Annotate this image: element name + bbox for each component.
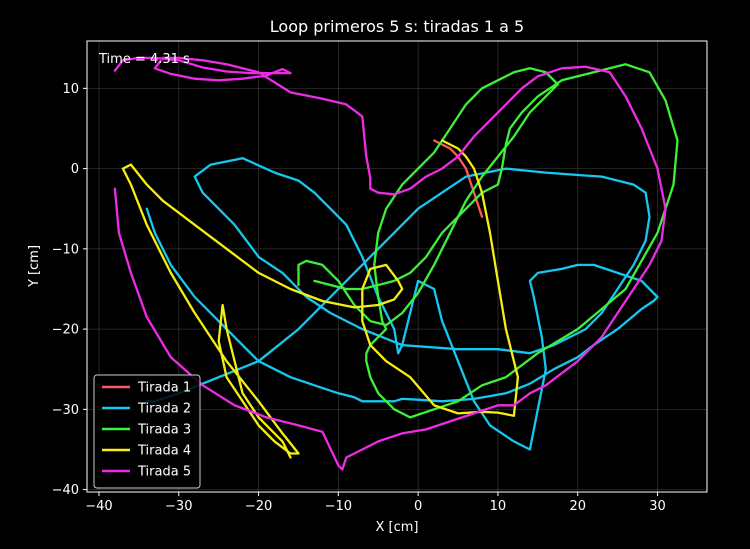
x-tick-label: −40 <box>85 499 112 514</box>
plot-frame <box>86 40 708 493</box>
y-axis: −40 −30 −20 −10 0 10 <box>52 82 87 498</box>
legend-label: Tirada 2 <box>137 402 191 417</box>
legend-box <box>93 374 201 489</box>
y-tick-label: −20 <box>52 323 79 338</box>
y-tick-label: −30 <box>52 403 79 418</box>
y-axis-label: Y [cm] <box>27 245 42 288</box>
legend-label: Tirada 5 <box>137 465 191 480</box>
time-annotation: Time = 4.31 s <box>98 52 190 67</box>
legend-label: Tirada 4 <box>137 444 191 459</box>
x-axis: −40 −30 −20 −10 0 10 20 30 <box>85 492 666 514</box>
grid-lines <box>87 41 707 492</box>
series-line-5 <box>113 56 667 471</box>
x-tick-label: 10 <box>490 499 507 514</box>
x-axis-label: X [cm] <box>376 520 419 535</box>
legend-label: Tirada 3 <box>137 423 191 438</box>
x-tick-label: 20 <box>569 499 586 514</box>
series-lines <box>113 56 679 471</box>
chart-title: Loop primeros 5 s: tiradas 1 a 5 <box>270 17 524 36</box>
x-tick-label: −20 <box>245 499 272 514</box>
y-tick-label: −40 <box>52 483 79 498</box>
x-tick-label: 0 <box>414 499 422 514</box>
y-tick-label: 10 <box>62 82 79 97</box>
legend-label: Tirada 1 <box>137 381 191 396</box>
y-tick-label: 0 <box>71 162 79 177</box>
x-tick-label: −30 <box>165 499 192 514</box>
series-line-4 <box>121 139 520 459</box>
series-line-2 <box>145 157 659 451</box>
x-tick-label: −10 <box>325 499 352 514</box>
y-tick-label: −10 <box>52 242 79 257</box>
x-tick-label: 30 <box>649 499 666 514</box>
legend: Tirada 1 Tirada 2 Tirada 3 Tirada 4 Tirada 5 <box>93 374 201 489</box>
series-line-1 <box>432 139 484 218</box>
